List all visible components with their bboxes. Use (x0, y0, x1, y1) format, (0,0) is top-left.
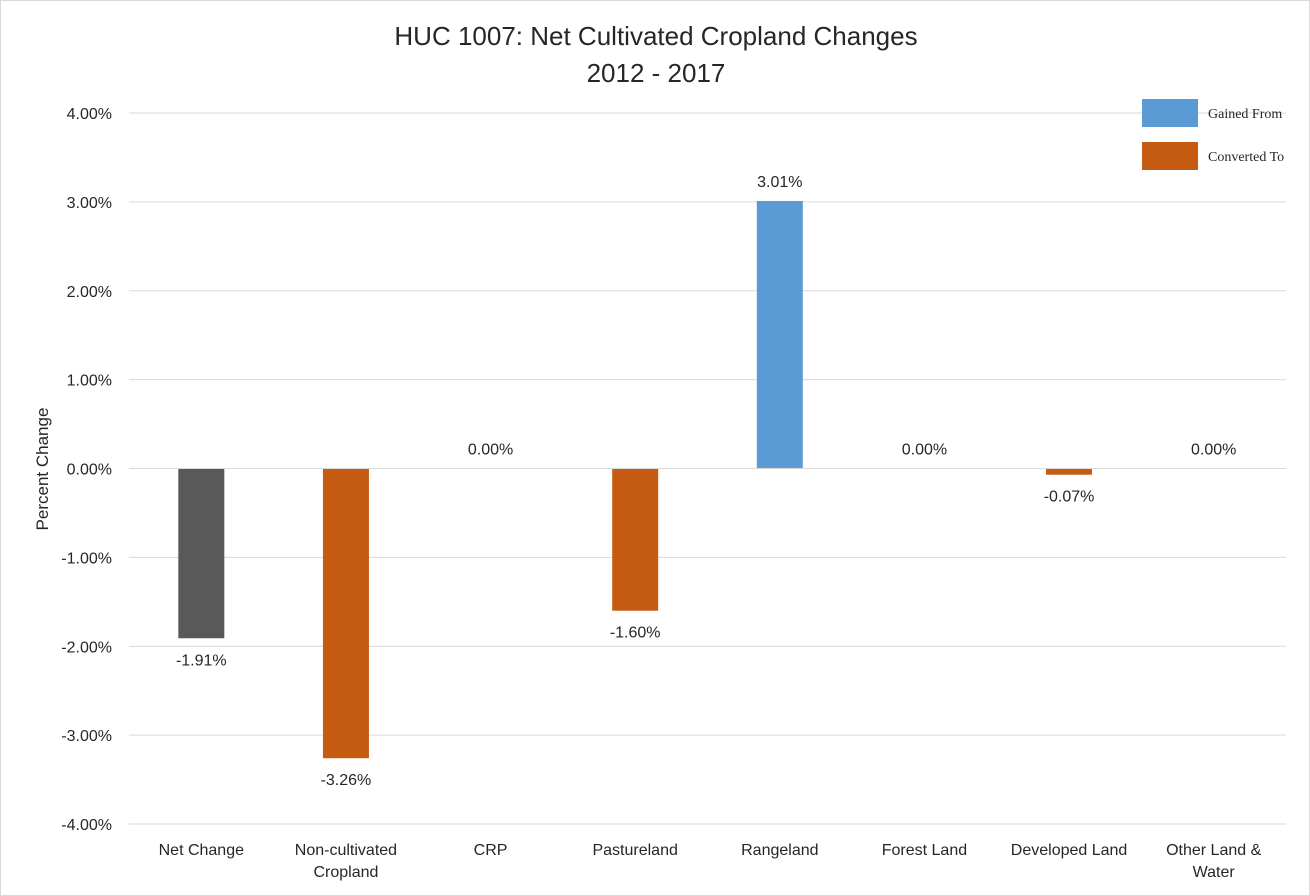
x-tick-label: Rangeland (741, 842, 818, 859)
legend-swatch (1142, 99, 1198, 127)
x-tick-label: Forest Land (882, 842, 967, 859)
y-tick-label: 2.00% (67, 284, 112, 301)
y-tick-label: -2.00% (61, 639, 112, 656)
data-label: 0.00% (1191, 442, 1236, 459)
y-tick-label: 4.00% (67, 106, 112, 123)
data-label: 3.01% (757, 174, 802, 191)
bar (322, 468, 369, 759)
legend-label: Converted To (1208, 150, 1284, 165)
data-label: 0.00% (468, 442, 513, 459)
y-axis-title: Percent Change (33, 408, 52, 531)
chart-title: HUC 1007: Net Cultivated Cropland Change… (394, 21, 917, 51)
bar (178, 468, 225, 639)
y-tick-label: -1.00% (61, 550, 112, 567)
data-label: -3.26% (321, 772, 372, 789)
data-label: 0.00% (902, 442, 947, 459)
y-tick-label: 1.00% (67, 373, 112, 390)
x-tick-label: Developed Land (1011, 842, 1128, 859)
bar (612, 468, 659, 611)
legend-label: Gained From (1208, 107, 1282, 122)
bar (1046, 468, 1093, 475)
bar (756, 200, 803, 469)
x-tick-label: Water (1193, 864, 1236, 881)
x-tick-label: Non-cultivated (295, 842, 397, 859)
data-label: -1.91% (176, 652, 227, 669)
data-label: -1.60% (610, 625, 661, 642)
y-tick-label: 0.00% (67, 462, 112, 479)
x-tick-label: CRP (474, 842, 508, 859)
x-tick-label: Other Land & (1166, 842, 1262, 859)
y-tick-label: -3.00% (61, 728, 112, 745)
y-tick-label: 3.00% (67, 195, 112, 212)
x-tick-label: Net Change (159, 842, 244, 859)
legend-swatch (1142, 142, 1198, 170)
y-tick-label: -4.00% (61, 817, 112, 834)
data-label: -0.07% (1044, 489, 1095, 506)
x-tick-label: Pastureland (592, 842, 677, 859)
x-tick-label: Cropland (313, 864, 378, 881)
chart-subtitle: 2012 - 2017 (587, 58, 726, 88)
